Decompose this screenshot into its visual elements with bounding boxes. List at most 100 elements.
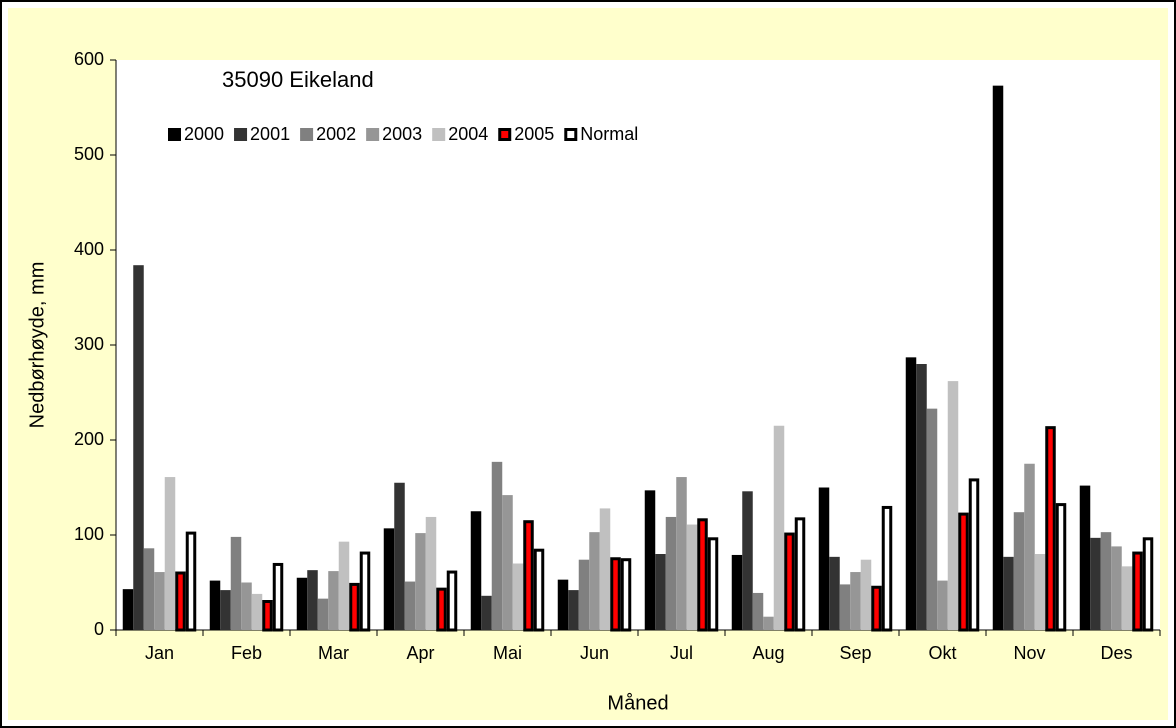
bar — [697, 518, 708, 632]
legend-swatch — [168, 128, 181, 141]
bar — [1045, 426, 1056, 632]
bar — [947, 381, 959, 630]
legend-swatch — [498, 128, 512, 141]
legend-label: 2000 — [184, 124, 224, 144]
bar — [1079, 485, 1091, 630]
bar — [1034, 554, 1046, 630]
legend-swatch — [366, 128, 380, 141]
bar — [523, 520, 534, 632]
bar — [686, 524, 698, 630]
bar — [644, 490, 656, 630]
bar — [1013, 512, 1025, 630]
bar — [349, 582, 360, 632]
bar — [958, 512, 969, 632]
chart-title: 35090 Eikeland — [222, 67, 374, 92]
x-tick-label: Mai — [493, 643, 522, 663]
y-tick-label: 400 — [74, 239, 104, 259]
bar — [436, 587, 447, 632]
bar — [676, 477, 687, 630]
legend-label: Normal — [580, 124, 638, 144]
bar — [926, 408, 938, 630]
bar — [839, 584, 851, 630]
bar — [185, 531, 197, 632]
legend-swatch — [564, 128, 578, 141]
bar — [1111, 546, 1122, 630]
bar — [272, 562, 284, 632]
bar — [1121, 566, 1133, 630]
legend-label: 2005 — [514, 124, 554, 144]
bar — [881, 505, 893, 632]
legend-label: 2004 — [448, 124, 488, 144]
bar — [860, 559, 872, 630]
bar — [307, 570, 318, 630]
bar — [533, 548, 545, 632]
x-tick-label: Jun — [580, 643, 609, 663]
bar — [568, 590, 579, 630]
bar — [154, 572, 165, 630]
y-axis-title: Nedbørhøyde, mm — [26, 262, 48, 429]
bar — [425, 516, 437, 630]
bar — [317, 598, 329, 630]
bar — [794, 517, 806, 632]
bar — [968, 478, 980, 632]
x-tick-label: Mar — [318, 643, 349, 663]
x-tick-label: Apr — [406, 643, 434, 663]
bar — [905, 357, 917, 630]
bar — [557, 579, 569, 630]
bar — [763, 616, 774, 630]
x-tick-label: Jul — [670, 643, 693, 663]
bar — [164, 477, 176, 630]
bar — [871, 585, 882, 632]
bar — [394, 482, 405, 630]
y-tick-label: 300 — [74, 334, 104, 354]
x-tick-label: Aug — [752, 643, 784, 663]
legend-swatch — [234, 128, 248, 141]
bar — [133, 265, 144, 630]
bar — [992, 85, 1004, 630]
bar — [784, 532, 795, 632]
bar — [818, 487, 830, 630]
bar — [731, 554, 743, 630]
bar — [589, 532, 600, 630]
legend-label: 2003 — [382, 124, 422, 144]
bar — [230, 536, 242, 630]
x-tick-label: Sep — [839, 643, 871, 663]
x-tick-label: Jan — [145, 643, 174, 663]
bar — [1055, 503, 1067, 632]
bar — [1132, 551, 1143, 632]
bar — [1090, 537, 1101, 630]
bar — [665, 516, 677, 630]
bar — [220, 590, 231, 630]
bar — [241, 582, 252, 630]
bar — [655, 554, 666, 630]
bar — [1100, 532, 1112, 630]
bar — [415, 533, 426, 630]
x-tick-label: Des — [1100, 643, 1132, 663]
bar — [620, 558, 632, 632]
bar — [1142, 537, 1154, 632]
bar — [491, 461, 503, 630]
legend-swatch — [300, 128, 314, 141]
plot-area — [116, 60, 1160, 630]
bar — [850, 572, 861, 630]
bar — [773, 425, 785, 630]
bar — [383, 528, 395, 630]
bar — [916, 364, 927, 630]
bar — [707, 537, 719, 632]
bar — [599, 508, 611, 630]
bar — [338, 541, 350, 630]
bar — [470, 511, 482, 630]
bar — [359, 551, 371, 632]
bar — [578, 559, 590, 630]
x-tick-label: Okt — [928, 643, 956, 663]
bar — [502, 495, 513, 630]
y-tick-label: 100 — [74, 524, 104, 544]
bar — [122, 589, 134, 630]
bar — [742, 491, 753, 630]
bar — [296, 577, 308, 630]
bar — [143, 548, 155, 630]
bar — [481, 595, 492, 630]
bar — [752, 592, 764, 630]
